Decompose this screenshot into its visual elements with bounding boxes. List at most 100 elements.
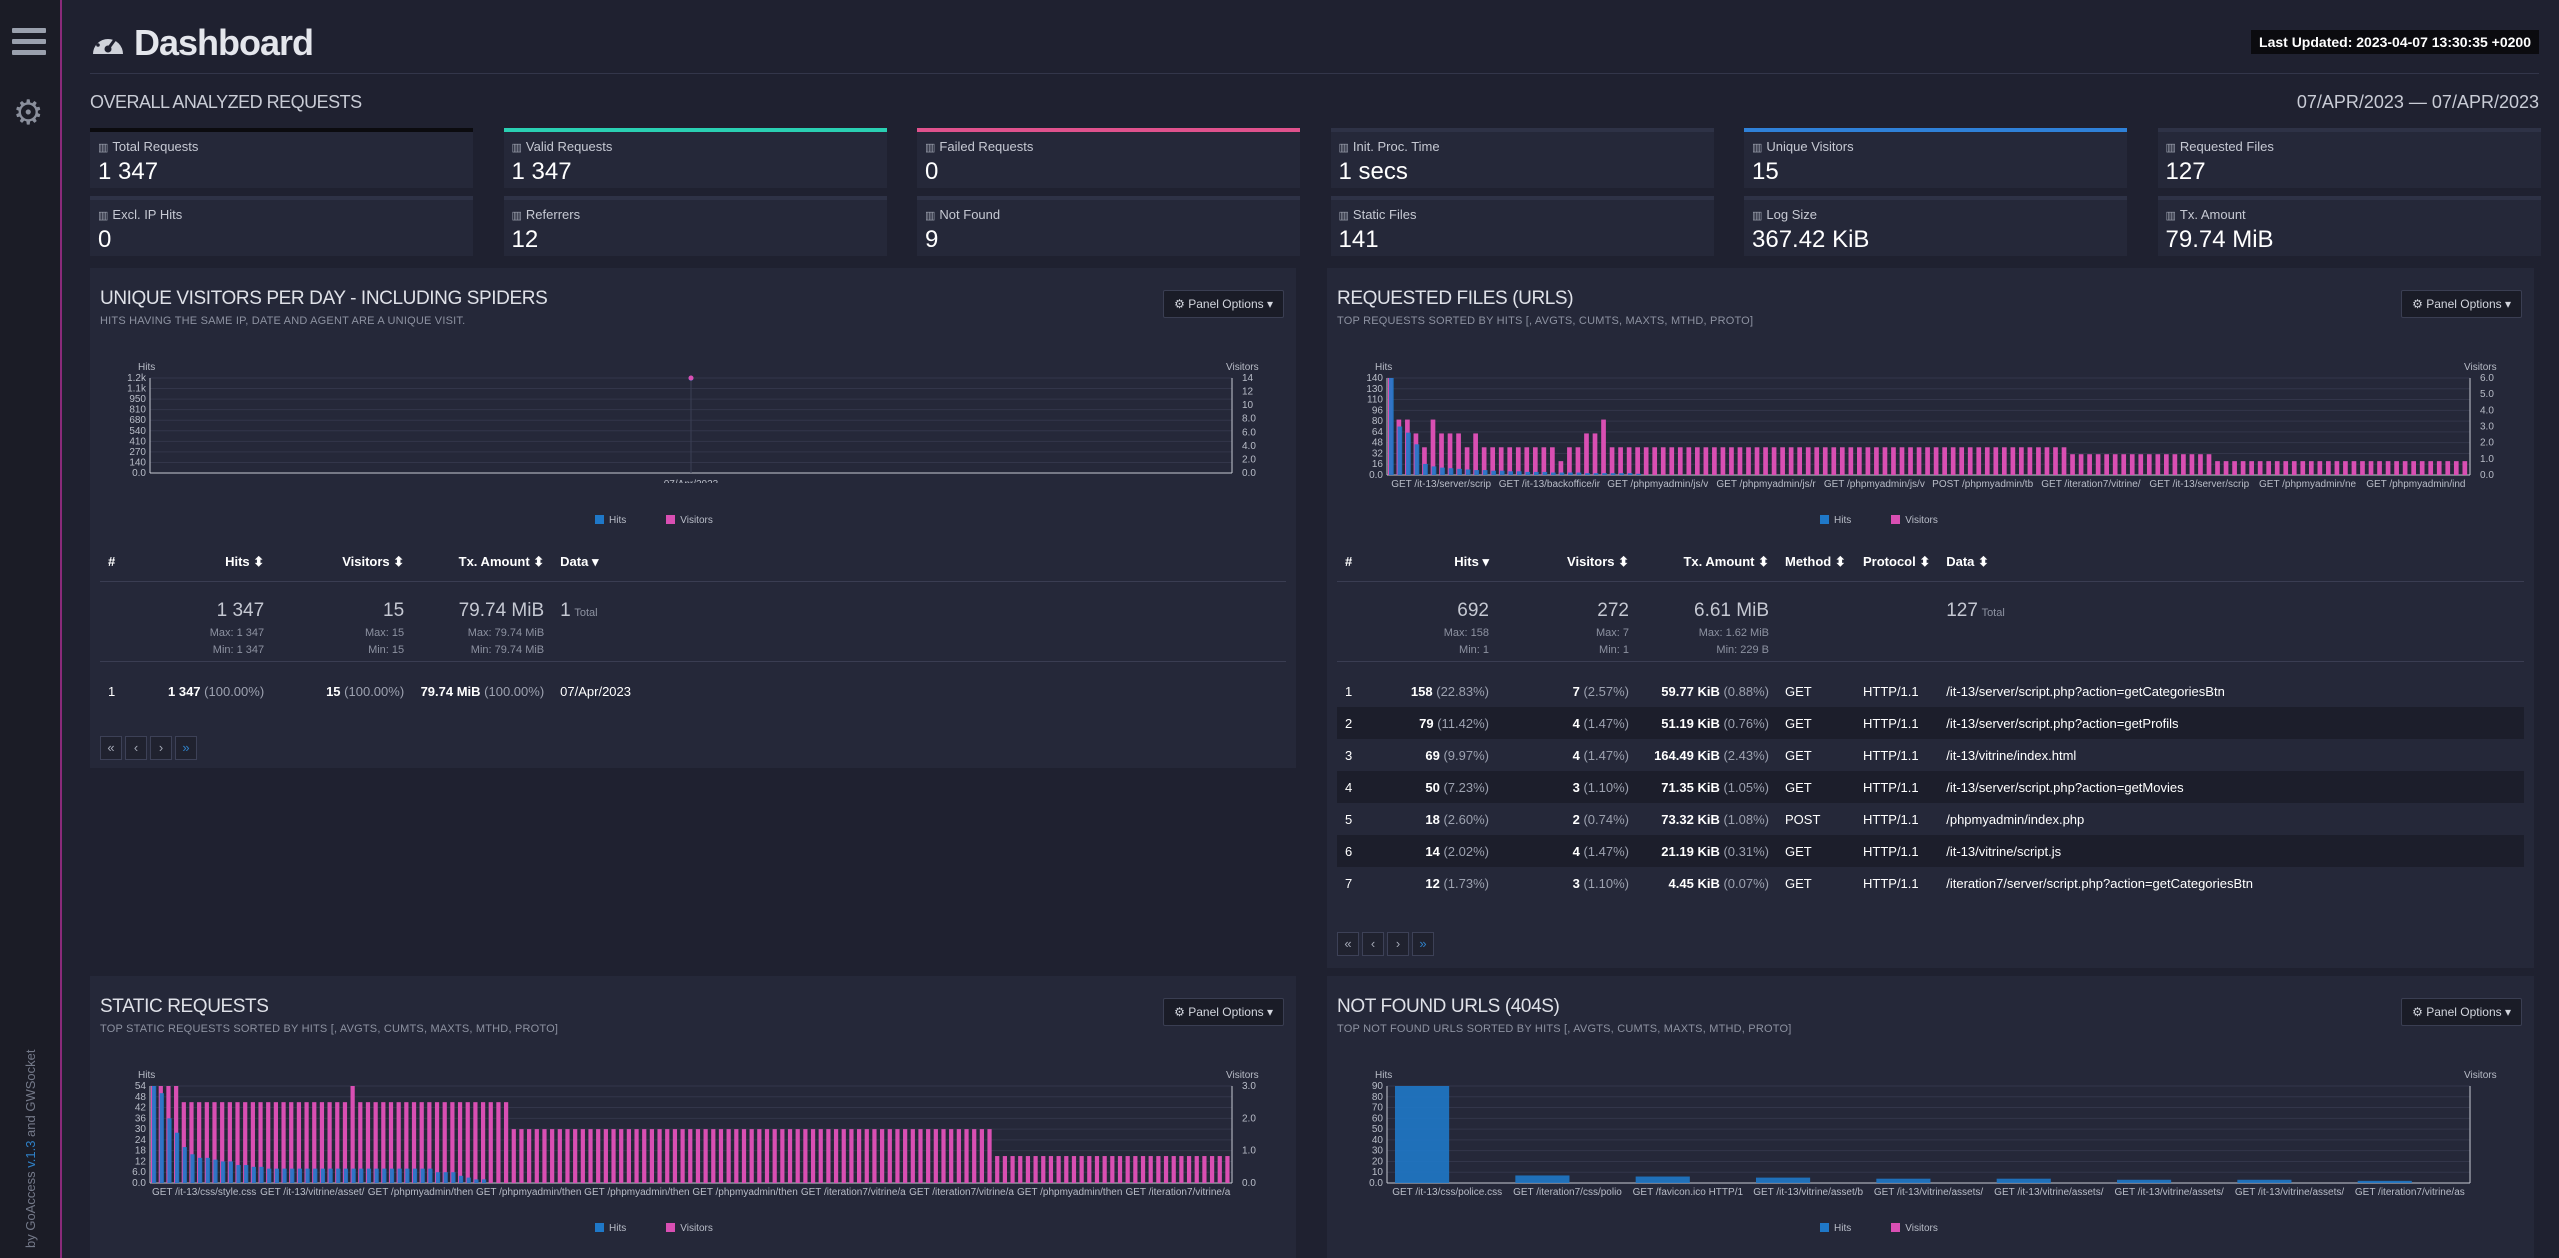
col-protocol[interactable]: Protocol ⬍: [1855, 543, 1939, 582]
y-tick-label: 48: [1372, 438, 1384, 449]
y2-tick-label: 10: [1242, 400, 1254, 411]
y2-tick-label: 4.0: [2480, 405, 2494, 416]
table-row[interactable]: 3 69 (9.97%) 4 (1.47%) 164.49 KiB (2.43%) GE…: [1345, 747, 2077, 763]
first-page-button[interactable]: «: [100, 736, 122, 760]
panel-options-button[interactable]: ⚙ Panel Options ▾: [2401, 998, 2522, 1026]
y-tick-label: 60: [1372, 1113, 1384, 1124]
version-link[interactable]: v.1.3: [23, 1140, 38, 1168]
hits-bar: [290, 1168, 295, 1183]
visitors-bar: [204, 1102, 209, 1183]
next-page-button[interactable]: ›: [150, 736, 172, 760]
visitors-bar: [1626, 447, 1632, 475]
panel-options-button[interactable]: ⚙ Panel Options ▾: [2401, 290, 2522, 318]
chart-legend: Hits Visitors: [1820, 1223, 1938, 1234]
visitors-bar: [1763, 447, 1768, 475]
panel-options-button[interactable]: ⚙ Panel Options ▾: [1163, 290, 1284, 318]
panel-options-button[interactable]: ⚙ Panel Options ▾: [1163, 998, 1284, 1026]
col-method[interactable]: Method ⬍: [1777, 543, 1855, 582]
first-page-button[interactable]: «: [1337, 932, 1359, 956]
visitors-bar: [588, 1129, 593, 1183]
visitors-bar: [757, 1129, 762, 1183]
panel-subtitle: TOP NOT FOUND URLS SORTED BY HITS [, AVG…: [1337, 1023, 1792, 1035]
last-page-button[interactable]: »: [1412, 932, 1434, 956]
col-data[interactable]: Data ⬍: [1938, 543, 2524, 582]
legend-visitors[interactable]: Visitors: [1891, 1223, 1938, 1234]
table-row[interactable]: 7 12 (1.73%) 3 (1.10%) 4.45 KiB (0.07%) GET H…: [1345, 875, 2253, 891]
table-row[interactable]: 2 79 (11.42%) 4 (1.47%) 51.19 KiB (0.76%) GE…: [1337, 707, 2524, 739]
visitors-bar: [235, 1102, 240, 1183]
y2-tick-label: 5.0: [2480, 389, 2494, 400]
col-visitors[interactable]: Visitors ⬍: [272, 543, 413, 582]
visitors-bar: [2274, 461, 2280, 475]
col-hits[interactable]: Hits ⬍: [160, 543, 273, 582]
prev-page-button[interactable]: ‹: [125, 736, 147, 760]
visitors-bar: [2462, 461, 2468, 475]
gear-icon[interactable]: ⚙: [13, 94, 44, 132]
legend-visitors[interactable]: Visitors: [666, 1223, 713, 1234]
col-visitors[interactable]: Visitors ⬍: [1497, 543, 1637, 582]
hamburger-icon[interactable]: [12, 28, 46, 58]
visitors-bar: [2385, 461, 2391, 475]
visitors-bar: [1959, 447, 1965, 475]
chart-legend: Hits Visitors: [1820, 515, 1938, 526]
visitors-bar: [273, 1102, 279, 1183]
hits-bar: [282, 1168, 287, 1183]
hits-bar: [1627, 473, 1633, 475]
visitors-bar: [1481, 447, 1487, 475]
next-page-button[interactable]: ›: [1387, 932, 1409, 956]
visitors-bar: [1087, 1156, 1092, 1183]
table-row[interactable]: 1 1 347 (100.00%) 15 (100.00%) 79.74 MiB…: [108, 683, 631, 699]
col-tx[interactable]: Tx. Amount ⬍: [1637, 543, 1777, 582]
bar-chart-icon: ▥: [2165, 142, 2176, 154]
legend-hits[interactable]: Hits: [1820, 515, 1851, 526]
hits-bar: [1559, 472, 1565, 475]
table-row[interactable]: 1 158 (22.83%) 7 (2.57%) 59.77 KiB (0.88%) G…: [1345, 683, 2225, 699]
visitors-bar: [818, 1129, 823, 1183]
col-tx[interactable]: Tx. Amount ⬍: [412, 543, 553, 582]
hits-bar: [474, 1179, 479, 1183]
visitors-bar: [795, 1129, 800, 1183]
hits-bar: [1397, 426, 1403, 475]
visitors-bar: [1447, 433, 1453, 475]
legend-hits[interactable]: Hits: [595, 1223, 626, 1234]
y-tick-label: 80: [1372, 416, 1384, 427]
bar-chart-icon: ▥: [925, 142, 936, 154]
stat-label: ▥ Static Files: [1338, 207, 1417, 222]
visitors-bar: [1430, 419, 1436, 475]
visitors-bar: [2001, 447, 2007, 475]
last-page-button[interactable]: »: [175, 736, 197, 760]
legend-visitors[interactable]: Visitors: [666, 515, 713, 526]
col-data[interactable]: Data ▾: [552, 543, 1286, 582]
visitors-bar: [703, 1129, 708, 1183]
stat-value: 367.42 KiB: [1752, 226, 1870, 253]
table-row[interactable]: 6 14 (2.02%) 4 (1.47%) 21.19 KiB (0.31%) GET…: [1337, 835, 2524, 867]
hits-bar: [451, 1172, 456, 1183]
visitors-bar: [1117, 1156, 1123, 1183]
y-tick-label: 140: [129, 457, 146, 468]
visitors-bar: [1225, 1156, 1230, 1183]
hits-bar: [466, 1177, 471, 1183]
x-tick-label: GET /it-13/vitrine/assets/: [1994, 1187, 2104, 1198]
visitors-bar: [2129, 454, 2135, 475]
hits-bar: [1516, 471, 1522, 475]
visitors-bar: [726, 1129, 731, 1183]
col-hits[interactable]: Hits ▾: [1397, 543, 1497, 582]
visitors-bar: [542, 1129, 547, 1183]
legend-hits[interactable]: Hits: [595, 515, 626, 526]
requested-files-chart: Hits Visitors 0.0 16 32 48 64 80 96 110 130 140 0.0 1…: [1327, 353, 2534, 503]
legend-hits[interactable]: Hits: [1820, 1223, 1851, 1234]
x-tick-label: POST /phpmyadmin/tb: [1932, 479, 2033, 490]
visitors-bar: [1771, 447, 1777, 475]
bar-chart-icon: ▥: [1338, 142, 1349, 154]
hits-bar: [1585, 473, 1590, 475]
table-row[interactable]: 4 50 (7.23%) 3 (1.10%) 71.35 KiB (1.05%) GET…: [1337, 771, 2524, 803]
visitors-bar: [1729, 447, 1734, 475]
legend-visitors[interactable]: Visitors: [1891, 515, 1938, 526]
visitors-bar: [772, 1129, 777, 1183]
visitors-bar: [1942, 447, 1947, 475]
table-row[interactable]: 5 18 (2.60%) 2 (0.74%) 73.32 KiB (1.08%) POS…: [1345, 811, 2085, 827]
visitors-bar: [580, 1129, 585, 1183]
visitors-bar: [488, 1102, 493, 1183]
visitors-bar: [910, 1129, 915, 1183]
prev-page-button[interactable]: ‹: [1362, 932, 1384, 956]
